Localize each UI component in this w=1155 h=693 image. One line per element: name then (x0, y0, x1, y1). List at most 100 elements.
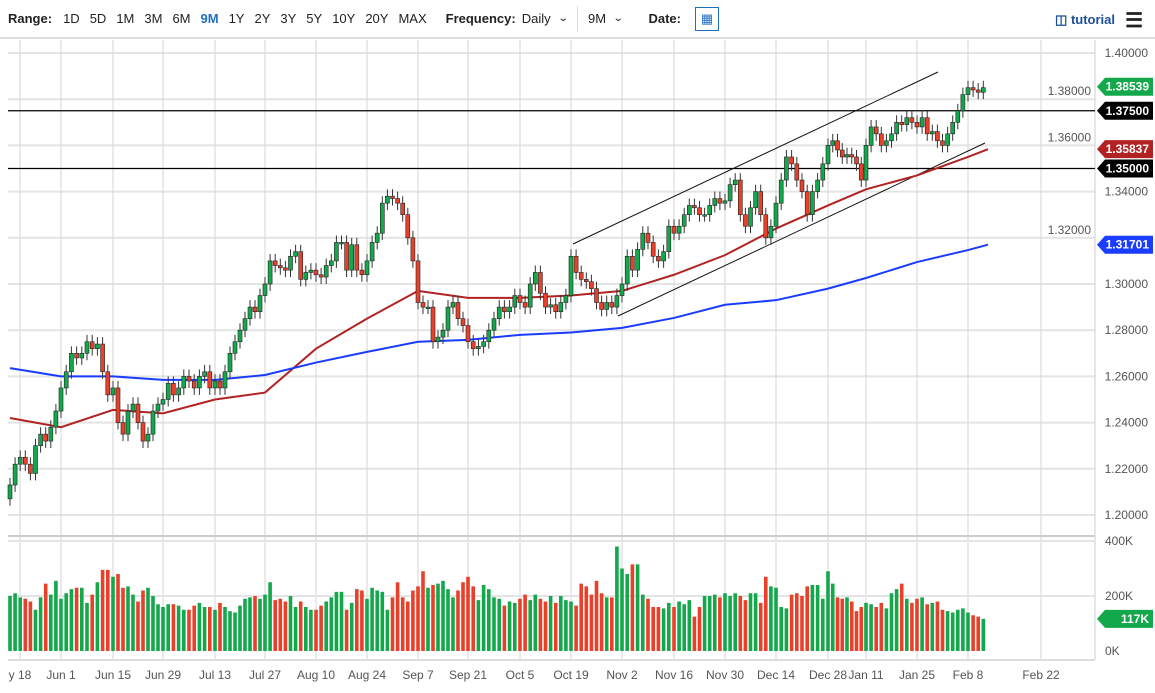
volume-bar[interactable] (589, 594, 594, 651)
candle[interactable] (884, 140, 889, 146)
candle[interactable] (702, 214, 707, 217)
volume-bar[interactable] (213, 609, 217, 651)
candle[interactable] (594, 288, 599, 303)
volume-bar[interactable] (324, 601, 328, 652)
volume-bar[interactable] (223, 607, 227, 651)
range-2y[interactable]: 2Y (254, 11, 271, 26)
volume-bar[interactable] (869, 604, 873, 651)
volume-bar[interactable] (718, 597, 722, 651)
volume-bar[interactable] (826, 571, 830, 651)
candle[interactable] (171, 383, 176, 396)
candle[interactable] (212, 380, 218, 389)
volume-bar[interactable] (599, 593, 604, 651)
candle[interactable] (242, 318, 248, 331)
candle[interactable] (155, 403, 161, 412)
candle[interactable] (135, 403, 141, 423)
candle[interactable] (58, 387, 64, 412)
candle[interactable] (79, 352, 85, 359)
candle[interactable] (568, 255, 574, 296)
range-1m[interactable]: 1M (116, 11, 135, 26)
candle[interactable] (573, 255, 579, 273)
volume-bar[interactable] (131, 594, 135, 651)
volume-bar[interactable] (243, 598, 247, 651)
candle[interactable] (69, 352, 74, 373)
volume-bar[interactable] (894, 589, 899, 651)
candle[interactable] (548, 304, 553, 308)
candle[interactable] (105, 371, 111, 396)
candle[interactable] (110, 387, 116, 396)
volume-bar[interactable] (915, 598, 919, 651)
candle[interactable] (583, 279, 589, 282)
volume-bar[interactable] (548, 596, 553, 651)
candle[interactable] (420, 302, 426, 308)
volume-bar[interactable] (559, 596, 563, 651)
volume-bar[interactable] (713, 594, 717, 651)
candle[interactable] (339, 242, 344, 245)
volume-bar[interactable] (411, 590, 415, 652)
volume-bar[interactable] (518, 598, 522, 651)
volume-bar[interactable] (263, 594, 267, 651)
range-3m[interactable]: 3M (144, 11, 163, 26)
candle[interactable] (563, 295, 569, 303)
candle[interactable] (33, 445, 38, 474)
tutorial-link[interactable]: ◫ tutorial (1055, 12, 1115, 28)
volume-bar[interactable] (268, 582, 272, 651)
volume-bar[interactable] (966, 612, 970, 652)
volume-bar[interactable] (905, 598, 909, 651)
candle[interactable] (863, 145, 869, 181)
period-dropdown[interactable]: 9M ⌄ (588, 11, 624, 26)
volume-bar[interactable] (625, 574, 629, 651)
volume-bar[interactable] (507, 601, 512, 652)
volume-bar[interactable] (395, 582, 400, 651)
volume-bar[interactable] (830, 583, 835, 651)
volume-bar[interactable] (584, 586, 589, 651)
volume-bar[interactable] (258, 598, 262, 651)
volume-bar[interactable] (910, 602, 914, 651)
volume-bar[interactable] (33, 609, 38, 651)
volume-bar[interactable] (859, 607, 864, 651)
candle[interactable] (22, 456, 28, 465)
candle[interactable] (748, 207, 753, 227)
volume-bar[interactable] (111, 576, 115, 651)
volume-bar[interactable] (821, 598, 825, 651)
volume-bar[interactable] (273, 600, 277, 651)
candle[interactable] (395, 198, 400, 204)
candle[interactable] (630, 255, 635, 271)
volume-bar[interactable] (456, 590, 460, 652)
candle[interactable] (318, 274, 324, 278)
volume-bar[interactable] (920, 597, 924, 651)
volume-bar[interactable] (471, 586, 475, 651)
candle[interactable] (323, 265, 329, 278)
volume-bar[interactable] (574, 605, 578, 651)
volume-bar[interactable] (74, 587, 79, 651)
volume-bar[interactable] (161, 607, 165, 651)
candle[interactable] (894, 122, 899, 135)
candle[interactable] (543, 292, 548, 308)
candle[interactable] (440, 329, 446, 338)
volume-bar[interactable] (18, 597, 22, 651)
range-6m[interactable]: 6M (172, 11, 191, 26)
candle[interactable] (532, 272, 538, 285)
candle[interactable] (272, 260, 278, 266)
volume-bar[interactable] (141, 590, 145, 652)
candle[interactable] (712, 198, 718, 206)
candle[interactable] (737, 179, 743, 216)
candle[interactable] (955, 110, 961, 123)
volume-bar[interactable] (533, 594, 538, 651)
candle[interactable] (619, 283, 625, 296)
candle[interactable] (940, 140, 945, 146)
volume-bar[interactable] (635, 564, 640, 651)
volume-bar[interactable] (59, 598, 63, 651)
volume-bar[interactable] (13, 593, 17, 651)
volume-bar[interactable] (697, 607, 702, 651)
volume-bar[interactable] (661, 608, 666, 651)
volume-bar[interactable] (136, 601, 140, 652)
volume-bar[interactable] (38, 597, 43, 651)
candle[interactable] (28, 463, 33, 474)
volume-bar[interactable] (692, 616, 697, 651)
volume-bar[interactable] (248, 597, 252, 651)
volume-bar[interactable] (930, 602, 935, 651)
candle[interactable] (400, 202, 406, 215)
candle[interactable] (732, 179, 738, 185)
volume-bar[interactable] (764, 576, 768, 651)
